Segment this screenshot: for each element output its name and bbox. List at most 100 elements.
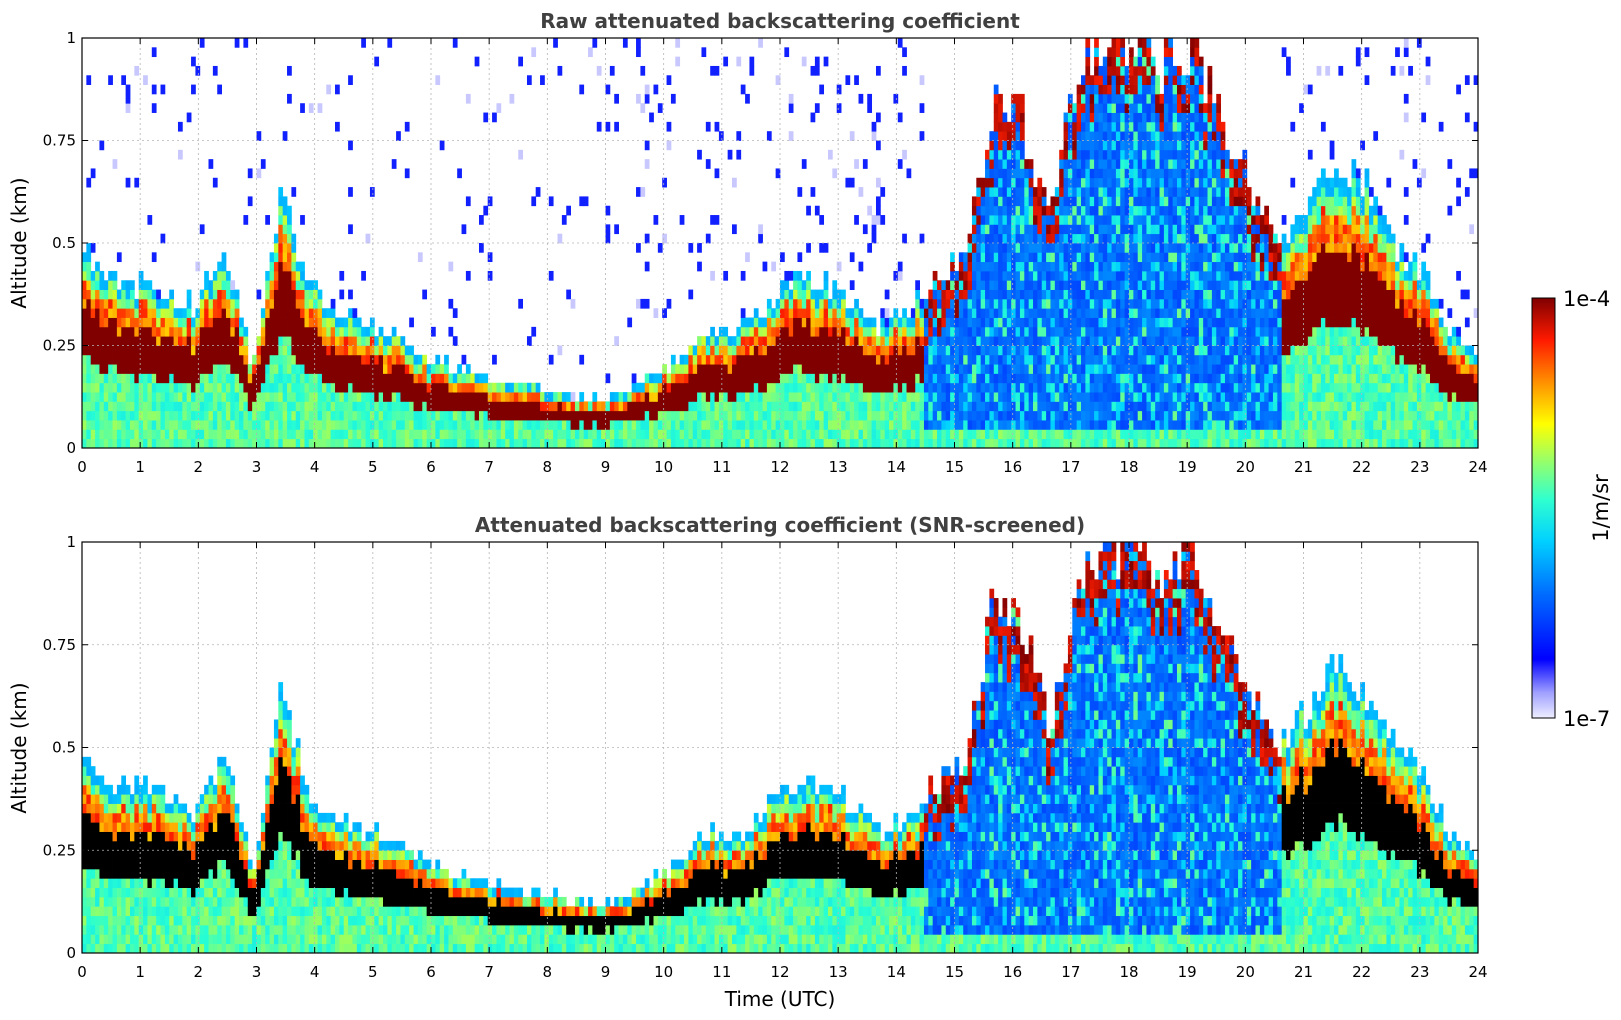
heatmap-cell (1120, 140, 1126, 151)
heatmap-cell (557, 392, 563, 402)
heatmap-cell (980, 345, 986, 356)
heatmap-cell (574, 401, 580, 412)
heatmap-cell (186, 438, 192, 448)
heatmap-cell (858, 345, 864, 356)
heatmap-cell (287, 280, 292, 290)
heatmap-cell (308, 317, 314, 328)
heatmap-cell (304, 410, 310, 421)
heatmap-cell (212, 65, 218, 76)
heatmap-cell (413, 420, 419, 430)
heatmap-cell (269, 382, 275, 393)
heatmap-cell (1150, 410, 1156, 421)
heatmap-cell (1185, 168, 1191, 179)
heatmap-cell (256, 410, 262, 421)
heatmap-cell (858, 336, 864, 346)
heatmap-cell (1094, 93, 1099, 104)
heatmap-cell (697, 243, 702, 253)
heatmap-cell (967, 298, 973, 309)
heatmap-cell (631, 373, 637, 384)
heatmap-cell (1133, 373, 1139, 384)
heatmap-cell (1181, 280, 1187, 290)
heatmap-cell (1142, 168, 1147, 179)
heatmap-cell (849, 410, 855, 421)
heatmap-cell (788, 345, 794, 356)
heatmap-cell (780, 345, 785, 356)
heatmap-cell (378, 401, 384, 412)
heatmap-cell (1046, 345, 1051, 356)
heatmap-cell (1137, 410, 1143, 421)
heatmap-cell (383, 420, 388, 430)
heatmap-cell (99, 140, 105, 151)
heatmap-cell (1076, 112, 1082, 123)
heatmap-cell (1081, 354, 1086, 365)
heatmap-cell (99, 392, 105, 402)
heatmap-cell (980, 364, 986, 374)
heatmap-cell (862, 159, 868, 169)
heatmap-cell (225, 410, 231, 421)
heatmap-cell (186, 112, 192, 123)
heatmap-cell (1155, 336, 1160, 346)
heatmap-cell (160, 317, 166, 328)
heatmap-cell (121, 410, 127, 421)
heatmap-cell (208, 364, 214, 374)
heatmap-cell (431, 420, 436, 430)
heatmap-cell (208, 345, 214, 356)
heatmap-cell (260, 326, 266, 337)
heatmap-cell (998, 364, 1003, 374)
heatmap-cell (164, 420, 170, 430)
heatmap-cell (1094, 289, 1099, 300)
heatmap-cell (1176, 401, 1182, 412)
heatmap-cell (177, 336, 183, 346)
heatmap-cell (1168, 233, 1174, 244)
heatmap-cell (143, 336, 148, 346)
heatmap-cell (1033, 345, 1038, 356)
heatmap-cell (832, 438, 838, 448)
heatmap-cell (1085, 326, 1091, 337)
heatmap-cell (644, 233, 650, 244)
heatmap-cell (86, 410, 92, 421)
heatmap-cell (915, 382, 920, 393)
heatmap-cell (566, 205, 571, 216)
heatmap-cell (880, 420, 886, 430)
heatmap-cell (849, 401, 855, 412)
heatmap-cell (1024, 410, 1030, 421)
heatmap-cell (1111, 243, 1117, 253)
heatmap-cell (239, 354, 244, 365)
heatmap-cell (1033, 401, 1038, 412)
heatmap-cell (653, 401, 659, 412)
heatmap-cell (308, 373, 314, 384)
heatmap-cell (932, 373, 938, 384)
heatmap-cell (1002, 345, 1008, 356)
heatmap-cell (526, 429, 532, 440)
heatmap-cell (849, 131, 855, 141)
heatmap-cell (1076, 159, 1082, 169)
heatmap-cell (1190, 149, 1195, 160)
heatmap-cell (1120, 75, 1126, 85)
heatmap-cell (1129, 215, 1134, 225)
heatmap-cell (1081, 270, 1086, 281)
heatmap-cell (1176, 65, 1182, 76)
heatmap-cell (204, 401, 209, 412)
heatmap-cell (762, 317, 768, 328)
heatmap-cell (1150, 196, 1156, 207)
heatmap-cell (1054, 326, 1060, 337)
heatmap-cell (1028, 308, 1034, 318)
heatmap-cell (260, 382, 266, 393)
heatmap-cell (308, 410, 314, 421)
heatmap-cell (82, 438, 87, 448)
heatmap-cell (1190, 429, 1195, 440)
heatmap-cell (239, 326, 244, 337)
heatmap-cell (1163, 131, 1169, 141)
heatmap-cell (653, 410, 659, 421)
heatmap-cell (871, 420, 877, 430)
heatmap-cell (740, 382, 746, 393)
heatmap-cell (1176, 298, 1182, 309)
heatmap-cell (1111, 168, 1117, 179)
heatmap-cell (849, 429, 855, 440)
heatmap-cell (1137, 224, 1143, 235)
heatmap-cell (1072, 243, 1078, 253)
heatmap-cell (295, 308, 301, 318)
heatmap-cell (1172, 205, 1178, 216)
heatmap-cell (147, 298, 153, 309)
heatmap-cell (1085, 47, 1091, 58)
